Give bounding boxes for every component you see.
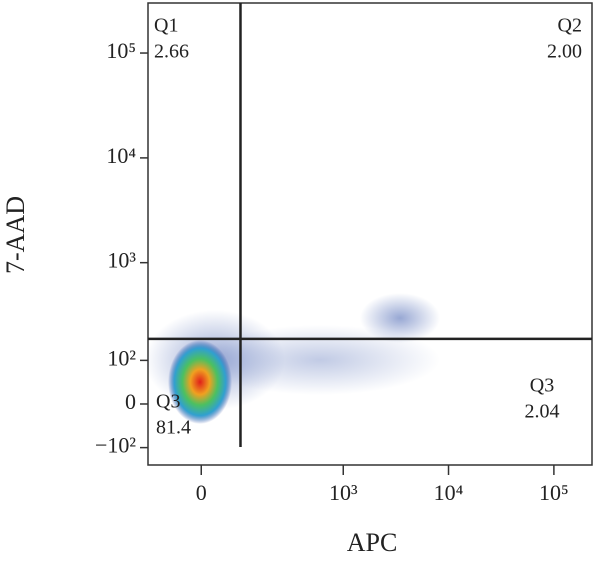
density-cloud	[360, 293, 440, 343]
quadrant-name: Q3	[530, 375, 554, 397]
quadrant-value: 81.4	[156, 417, 191, 439]
quadrant-name: Q2	[558, 15, 582, 37]
quadrant-name: Q3	[156, 391, 180, 413]
quadrant-value: 2.00	[547, 41, 582, 63]
x-tick-label: 10³	[329, 480, 358, 505]
density-cloud	[200, 325, 440, 395]
y-tick-label: 10³	[107, 248, 136, 273]
x-tick-label: 10⁵	[539, 480, 569, 505]
y-tick-label: 10²	[107, 345, 136, 370]
y-tick-label: −10²	[95, 433, 136, 458]
x-tick-label: 0	[196, 480, 207, 505]
y-axis-title: 7-AAD	[1, 196, 30, 274]
quadrant-value: 2.66	[154, 41, 189, 63]
density-core	[168, 340, 232, 424]
y-tick-label: 10⁴	[106, 143, 136, 168]
quadrant-value: 2.04	[525, 401, 560, 423]
quadrant-name: Q1	[154, 15, 178, 37]
y-tick-label: 10⁵	[106, 38, 136, 63]
x-tick-label: 10⁴	[434, 480, 464, 505]
x-axis-title: APC	[347, 528, 398, 557]
y-tick-label: 0	[125, 389, 136, 414]
plot-frame	[147, 2, 593, 466]
